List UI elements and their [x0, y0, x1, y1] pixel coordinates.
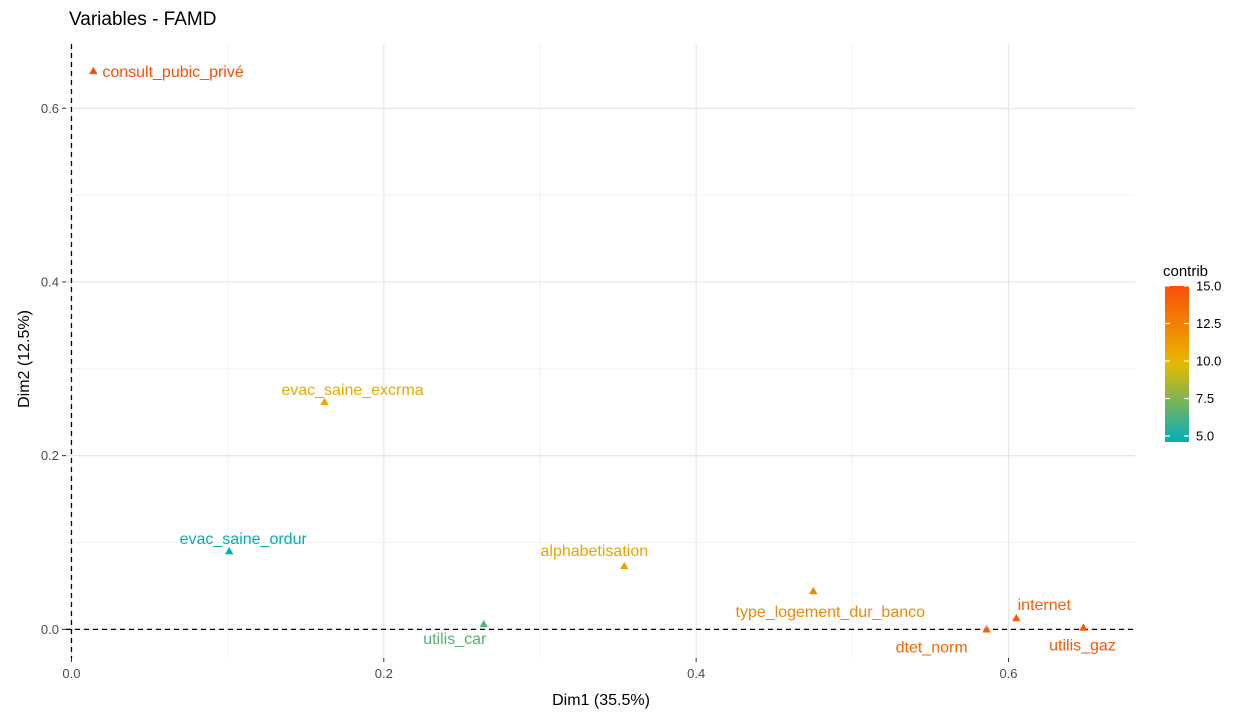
point-label: type_logement_dur_banco — [736, 604, 926, 621]
point-marker — [89, 66, 98, 75]
chart-title: Variables - FAMD — [69, 9, 216, 30]
grid-lines — [66, 44, 1135, 658]
point-label: internet — [1018, 597, 1072, 614]
legend-tick-label: 12.5 — [1196, 316, 1221, 331]
point-marker — [982, 625, 991, 633]
reference-lines — [66, 44, 1135, 658]
x-tick-label: 0.2 — [375, 666, 393, 681]
legend-tick-label: 15.0 — [1196, 279, 1221, 294]
point-marker — [225, 546, 234, 555]
y-tick-label: 0.2 — [41, 448, 59, 463]
point-marker — [1012, 613, 1021, 622]
plot-panel: consult_pubic_privé evac_saine_excrmaevac… — [66, 44, 1135, 658]
point-labels: consult_pubic_privé evac_saine_excrmaevac… — [102, 64, 1115, 656]
legend-tick-label: 7.5 — [1196, 391, 1214, 406]
point-marker — [320, 397, 329, 405]
data-points — [89, 66, 1088, 633]
point-marker — [809, 586, 818, 595]
point-label: evac_saine_ordur — [180, 531, 308, 548]
legend-colorbar — [1165, 286, 1189, 442]
point-marker — [1079, 623, 1088, 631]
y-tick-label: 0.6 — [41, 101, 59, 116]
legend-ticks: 5.0 7.5 10.0 12.5 15.0 — [1165, 279, 1221, 444]
point-marker — [620, 561, 629, 570]
y-tick-label: 0.4 — [41, 274, 59, 289]
y-tick-label: 0.0 — [41, 622, 59, 637]
contrib-legend: contrib 5.0 7.5 10.0 12.5 15.0 — [1163, 263, 1221, 444]
x-tick-label: 0.0 — [62, 666, 80, 681]
x-axis-title: Dim1 (35.5%) — [552, 692, 650, 709]
point-label: utilis_gaz — [1049, 638, 1116, 655]
x-axis-ticks: 0.0 0.2 0.4 0.6 — [62, 658, 1018, 681]
legend-tick-label: 5.0 — [1196, 429, 1214, 444]
legend-title: contrib — [1163, 263, 1208, 280]
x-tick-label: 0.4 — [687, 666, 705, 681]
x-tick-label: 0.6 — [999, 666, 1017, 681]
point-label: alphabetisation — [540, 543, 648, 560]
point-label: utilis_car — [423, 631, 487, 648]
point-label: evac_saine_excrma — [281, 382, 423, 399]
legend-tick-label: 10.0 — [1196, 354, 1221, 369]
point-label: consult_pubic_privé — [102, 64, 244, 81]
point-marker — [479, 619, 488, 628]
y-axis-ticks: 0.0 0.2 0.4 0.6 — [41, 101, 66, 637]
point-label: dtet_norm — [896, 639, 968, 656]
y-axis-title: Dim2 (12.5%) — [16, 310, 33, 408]
